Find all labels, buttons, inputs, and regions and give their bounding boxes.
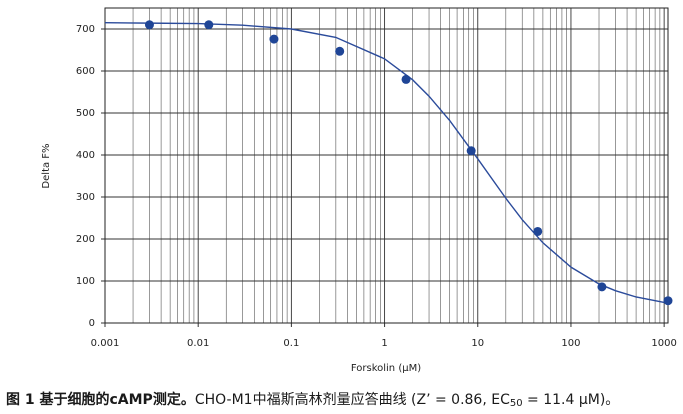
data-point [144, 20, 154, 30]
caption-sub: 50 [510, 398, 523, 409]
x-tick-label: 10 [471, 338, 484, 349]
data-point [597, 282, 607, 292]
data-point [533, 226, 543, 236]
y-tick-label: 400 [76, 150, 95, 161]
x-axis-label: Forskolin (μM) [351, 363, 421, 374]
caption-label: 图 1 基于细胞的cAMP测定。 [6, 391, 195, 408]
data-point [663, 296, 673, 306]
data-point [335, 46, 345, 56]
caption-text: CHO-M1中福斯高林剂量应答曲线 (Z’ = 0.86, EC [195, 391, 510, 408]
x-tick-label: 0.01 [187, 338, 209, 349]
x-tick-label: 0.1 [283, 338, 299, 349]
x-tick-label: 1000 [651, 338, 676, 349]
data-point [204, 20, 214, 30]
caption: 图 1 基于细胞的cAMP测定。CHO-M1中福斯高林剂量应答曲线 (Z’ = … [6, 391, 619, 409]
x-tick-label: 100 [561, 338, 580, 349]
y-tick-label: 700 [76, 24, 95, 35]
data-point [269, 34, 279, 44]
x-tick-label: 1 [381, 338, 387, 349]
fit-curve [104, 22, 669, 304]
data-point [466, 146, 476, 156]
y-tick-label: 200 [76, 234, 95, 245]
y-tick-label: 600 [76, 66, 95, 77]
y-tick-label: 100 [76, 276, 95, 287]
y-tick-label: 500 [76, 108, 95, 119]
y-axis-label: Delta F% [41, 143, 52, 188]
y-tick-label: 300 [76, 192, 95, 203]
x-tick-label: 0.001 [91, 338, 120, 349]
plot-frame [104, 7, 669, 324]
caption-tail: = 11.4 μM)。 [523, 392, 620, 408]
y-tick-label: 0 [89, 318, 95, 329]
data-point [401, 74, 411, 84]
